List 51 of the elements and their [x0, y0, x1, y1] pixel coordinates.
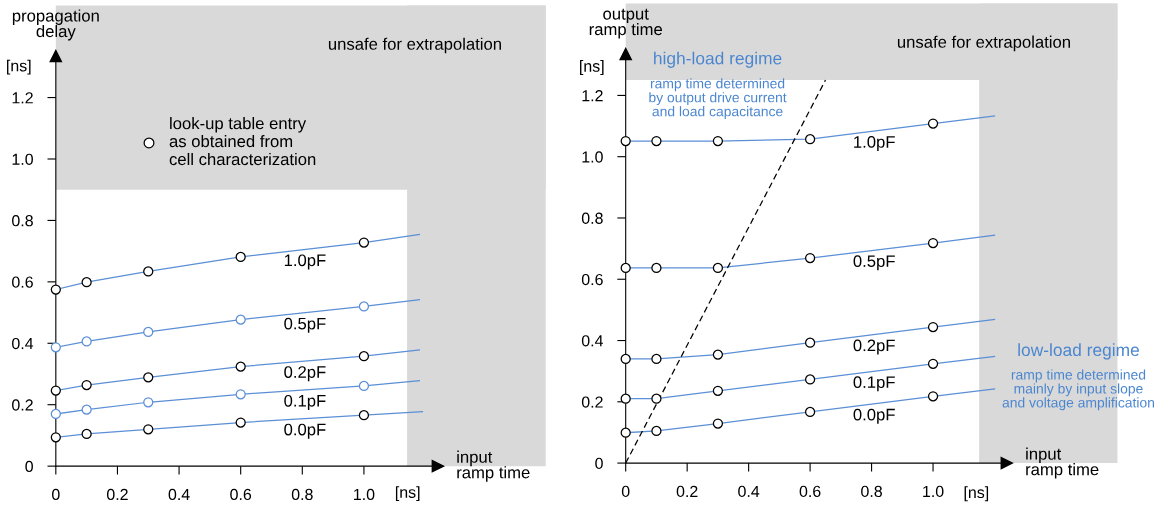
series-label: 1.0pF: [284, 254, 326, 270]
series-label: 0.2pF: [284, 366, 326, 382]
x-tick-label: 0.6: [230, 488, 252, 501]
x-tick-label: 0.2: [676, 485, 698, 498]
text: [ns]: [395, 486, 420, 502]
series-label: 0.0pF: [853, 408, 895, 424]
y-tick-label: 0.2: [581, 396, 603, 408]
y-tick-label: 1.0: [582, 151, 603, 163]
series-label: 0.5pF: [853, 255, 895, 271]
x-tick-label: 0.4: [738, 485, 760, 498]
text: [ns]: [7, 59, 31, 75]
x-tick-label: 0.4: [168, 488, 190, 501]
y-axis-title: output ramp time: [589, 8, 662, 39]
y-tick-label: 0: [25, 460, 33, 473]
x-tick-label: 1.0: [923, 485, 944, 498]
y-tick-label: 1.2: [12, 92, 33, 104]
band-label: unsafe for extrapolation: [328, 37, 501, 54]
x-tick-label: 0: [52, 488, 60, 501]
y-tick-label: 0.8: [581, 212, 603, 224]
x-axis-title: input ramp time: [457, 450, 530, 482]
y-tick-label: 0: [595, 457, 603, 470]
y-tick-label: 0.2: [12, 399, 33, 411]
annotation: high-load regime: [654, 51, 782, 68]
series-label: 0.2pF: [853, 339, 895, 355]
x-tick-label: 0.8: [291, 488, 313, 501]
x-tick-label: 0.8: [861, 485, 882, 498]
y-axis-title: propagation delay: [12, 9, 99, 41]
y-tick-label: 1.0: [12, 153, 33, 165]
text: [ns]: [964, 486, 989, 502]
annotation: ramp time determined mainly by input slope and voltage amplification: [1002, 369, 1154, 411]
legend-label: look-up table entry as obtained from cell characterization: [169, 117, 316, 166]
y-tick-label: 0.4: [581, 335, 604, 347]
series-label: 0.0pF: [284, 423, 326, 439]
annotation: ramp time determined by output drive current and load capacitance: [649, 78, 787, 120]
x-tick-label: 0: [621, 485, 630, 498]
band-label: unsafe for extrapolation: [897, 35, 1070, 52]
y-tick-label: 1.2: [582, 90, 603, 102]
series-label: 1.0pF: [854, 136, 895, 152]
y-tick-label: 0.6: [12, 276, 33, 288]
x-tick-label: 0.6: [799, 485, 821, 498]
series-label: 0.1pF: [284, 394, 326, 410]
x-axis-title: input ramp time: [1026, 447, 1099, 479]
series-label: 0.5pF: [284, 317, 326, 333]
text: low-load regime: [1018, 343, 1139, 360]
y-tick-label: 0.4: [12, 337, 34, 350]
x-tick-label: 1.0: [354, 488, 375, 501]
text: [ns]: [580, 60, 604, 75]
y-tick-label: 0.8: [12, 215, 33, 227]
series-label: 0.1pF: [853, 376, 895, 392]
x-tick-label: 0.2: [106, 488, 128, 501]
y-tick-label: 0.6: [581, 273, 603, 286]
